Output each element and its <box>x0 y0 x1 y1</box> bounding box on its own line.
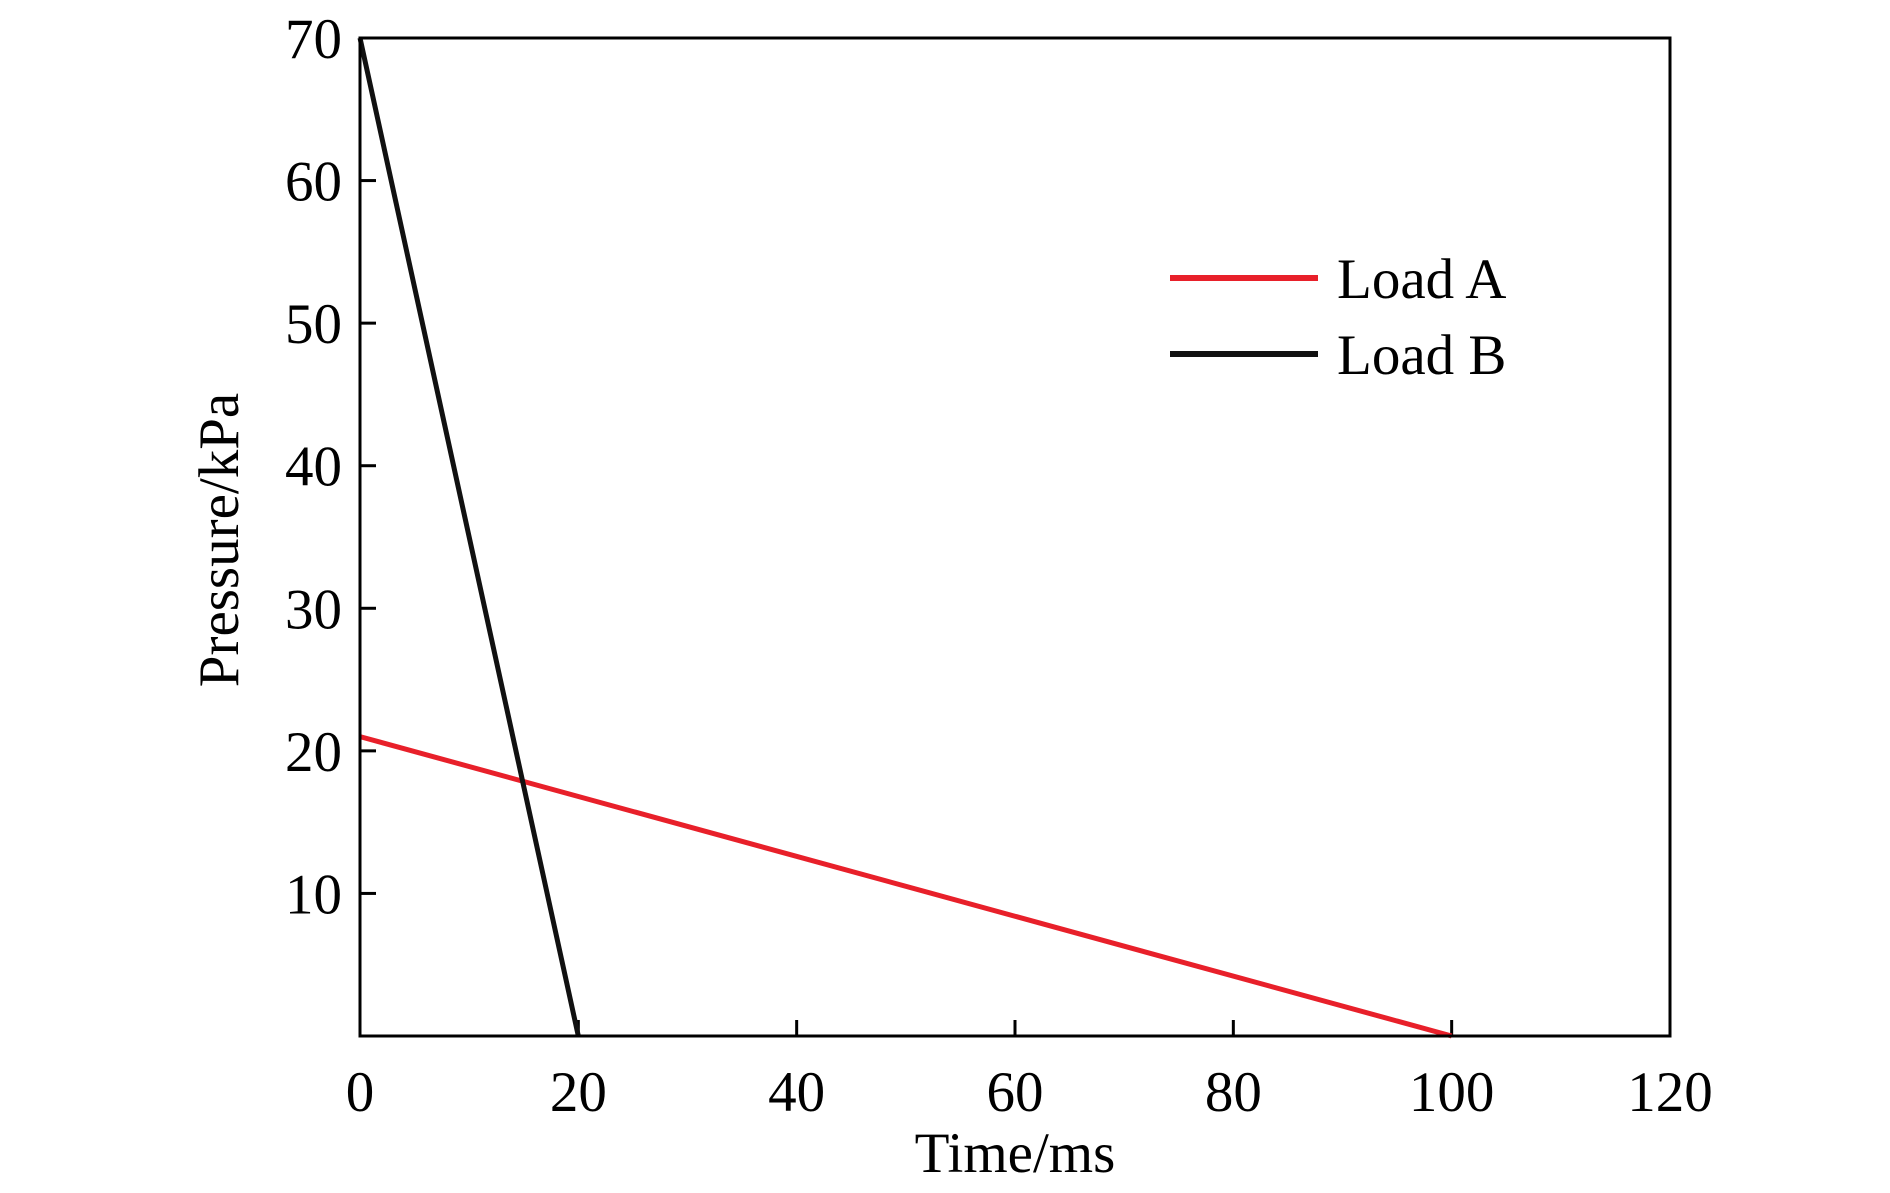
series-line-load-a <box>359 734 1453 1039</box>
legend: Load A Load B <box>1170 248 1506 387</box>
series-line-load-b <box>357 37 581 1037</box>
x-tick-label: 20 <box>550 1061 607 1124</box>
x-tick-label: 0 <box>346 1061 375 1124</box>
y-axis-label: Pressure/kPa <box>188 393 251 687</box>
x-tick-label: 80 <box>1205 1061 1262 1124</box>
y-tick-label: 20 <box>285 721 342 784</box>
legend-label: Load A <box>1337 248 1506 311</box>
x-axis-label: Time/ms <box>915 1122 1116 1185</box>
x-tick-label: 40 <box>768 1061 825 1124</box>
legend-label: Load B <box>1337 324 1506 387</box>
plot-frame <box>358 36 1672 1038</box>
y-tick-label: 70 <box>285 8 342 71</box>
y-tick-label: 50 <box>285 293 342 356</box>
x-tick-label: 60 <box>987 1061 1044 1124</box>
y-tick-label: 60 <box>285 151 342 214</box>
y-tick-label: 10 <box>285 863 342 926</box>
x-tick-label: 120 <box>1627 1061 1713 1124</box>
y-tick-label: 30 <box>285 578 342 641</box>
series-layer <box>357 37 1453 1039</box>
axis-ticks: 0 20 40 60 80 100 120 10 20 30 40 50 60 70 <box>285 8 1713 1124</box>
y-tick-label: 40 <box>285 436 342 499</box>
x-tick-label: 100 <box>1409 1061 1495 1124</box>
